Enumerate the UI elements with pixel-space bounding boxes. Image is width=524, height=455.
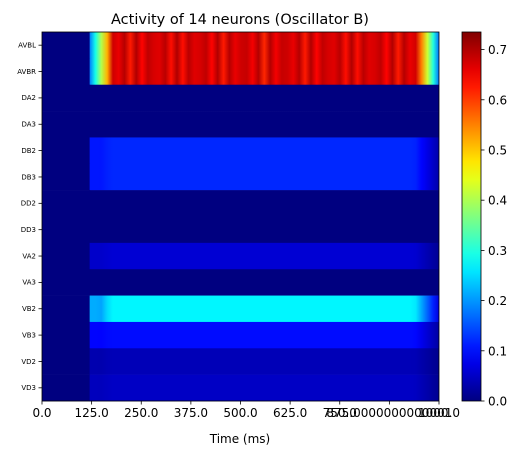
cell-vd2-baseline	[42, 348, 91, 375]
cell-da3-baseline	[42, 111, 91, 138]
y-tick-label: DB3	[21, 173, 36, 181]
cell-db2-baseline	[42, 137, 91, 165]
y-tick-label: DD3	[21, 226, 36, 234]
y-tick-label: VA2	[22, 252, 36, 260]
colorbar-tick-label: 0.2	[488, 294, 507, 308]
cell-vb3-baseline	[42, 321, 91, 349]
colorbar-tick-label: 0.4	[488, 194, 507, 208]
cell-dd2-active	[89, 190, 439, 217]
colorbar-tick-label: 0.1	[488, 344, 507, 358]
x-tick-label: 0.0	[32, 406, 51, 420]
colorbar-gradient	[461, 31, 482, 402]
cell-va3-baseline	[42, 269, 91, 296]
colorbar-tick-label: 0.6	[488, 93, 507, 107]
cell-vb2-baseline	[42, 295, 91, 323]
y-tick-label: VB3	[22, 331, 36, 339]
cell-vb3-active	[89, 321, 439, 349]
y-tick-label: VD3	[21, 384, 36, 392]
x-tick-label: 500.0	[223, 406, 257, 420]
cell-db3-baseline	[42, 163, 91, 191]
x-tick-label: 250.0	[124, 406, 158, 420]
cell-dd3-active	[89, 216, 439, 244]
heatmap-area	[42, 32, 439, 402]
chart-title: Activity of 14 neurons (Oscillator B)	[111, 12, 369, 28]
x-tick-label: 625.0	[273, 406, 307, 420]
colorbar-tick-label: 0.3	[488, 244, 507, 258]
cell-dd3-baseline	[42, 216, 91, 244]
cell-vd3-active	[89, 374, 439, 402]
y-tick-label: DB2	[21, 147, 36, 155]
cell-vd2-active	[89, 348, 439, 375]
cell-da3-active	[89, 111, 439, 138]
cell-va2-baseline	[42, 242, 91, 270]
cell-avbr-baseline	[42, 58, 91, 86]
cell-va2-active	[89, 242, 439, 270]
x-tick-label: 875.0000000000001	[326, 406, 452, 420]
cell-avbl-active	[89, 32, 439, 59]
x-tick-label: 125.0	[74, 406, 108, 420]
colorbar-tick-label: 0.5	[488, 143, 507, 157]
x-axis: 0.0 125.0 250.0 375.0 500.0 625.0 750.0875.000…	[32, 401, 460, 420]
cell-va3-active	[89, 269, 439, 296]
cell-vd3-baseline	[42, 374, 91, 402]
y-axis: AVBL AVBR DA2 DA3 DB2 DB3 DD2 DD3 VA2 VA3 VB2 VB3 VD…	[17, 41, 42, 392]
cell-da2-active	[89, 84, 439, 112]
y-tick-label: AVBR	[17, 68, 36, 76]
x-tick-label: 1000.0	[418, 406, 460, 420]
y-tick-label: VD2	[21, 358, 36, 366]
y-tick-label: AVBL	[18, 41, 36, 49]
y-tick-label: DD2	[21, 200, 36, 208]
colorbar: 0.0 0.1 0.2 0.3 0.4 0.5 0.6 0.7	[461, 31, 507, 409]
x-tick-label: 375.0	[174, 406, 208, 420]
cell-db3-active	[89, 163, 439, 191]
cell-db2-active	[89, 137, 439, 165]
cell-avbr-active	[89, 58, 439, 86]
y-tick-label: VB2	[22, 305, 36, 313]
cell-avbl-baseline	[42, 32, 91, 59]
x-axis-label: Time (ms)	[209, 432, 271, 446]
cell-da2-baseline	[42, 84, 91, 112]
y-tick-label: DA2	[21, 94, 36, 102]
colorbar-tick-label: 0.0	[488, 395, 507, 409]
y-tick-label: DA3	[21, 121, 36, 129]
y-tick-label: VA3	[22, 279, 36, 287]
cell-vb2-active	[89, 295, 439, 323]
colorbar-tick-label: 0.7	[488, 43, 507, 57]
x-tick-label: 750.0	[323, 406, 357, 420]
cell-dd2-baseline	[42, 190, 91, 217]
